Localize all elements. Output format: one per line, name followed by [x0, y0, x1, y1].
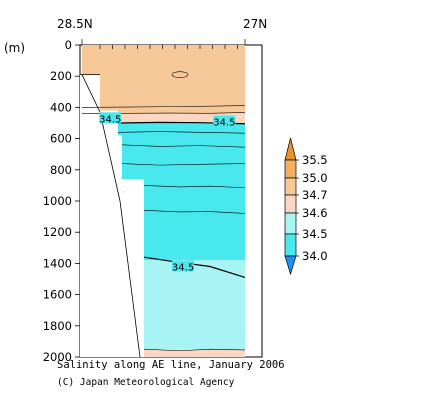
colorbar-bottom-arrow — [284, 255, 297, 276]
top-label-left: 28.5N — [57, 17, 93, 31]
y-tick-label: 1400 — [43, 256, 72, 270]
y-tick-label: 400 — [50, 100, 72, 114]
contour-label-2: 34.5 — [172, 263, 194, 274]
y-tick-label: 200 — [50, 69, 72, 83]
contour-label-bg-1 — [213, 115, 236, 127]
contour-mid-2 — [121, 144, 246, 148]
contour-label-1: 34.5 — [213, 117, 235, 128]
colorbar-segment-0 — [284, 159, 297, 179]
contour-mid-4 — [143, 185, 246, 189]
bottom-topography-line — [81, 74, 141, 358]
band-transition — [82, 113, 245, 123]
y-tick-label: 800 — [50, 163, 72, 177]
contour-label-bg-2 — [172, 260, 195, 272]
contour-mid-5 — [143, 210, 246, 214]
band-surface — [82, 45, 245, 114]
colorbar-label: 34.5 — [302, 227, 328, 241]
contour-mid-1 — [117, 131, 246, 134]
no-data-mask — [80, 74, 144, 357]
contour-bottom — [143, 348, 246, 352]
contour-upper-1 — [81, 105, 246, 108]
colorbar-segment-1 — [284, 177, 297, 196]
colorbar-label: 34.0 — [302, 249, 328, 263]
contour-closed-eddy — [171, 71, 189, 78]
y-tick-label: 1600 — [43, 288, 72, 302]
y-tick-label: 1200 — [43, 225, 72, 239]
colorbar-segment-3 — [284, 212, 297, 235]
contour-label-0: 34.5 — [99, 114, 121, 125]
y-tick-label: 600 — [50, 132, 72, 146]
y-tick-label: 1800 — [43, 319, 72, 333]
colorbar-label: 34.7 — [302, 188, 328, 202]
colorbar-label: 35.0 — [302, 171, 328, 185]
contour-mid-3 — [121, 163, 246, 166]
band-bottom — [82, 349, 245, 357]
chart-title: Salinity along AE line, January 2006 — [57, 359, 285, 371]
colorbar-top-arrow — [284, 137, 297, 161]
colorbar-label: 34.6 — [302, 206, 328, 220]
credit-line: (C) Japan Meteorological Agency — [57, 377, 235, 388]
y-tick-label: 0 — [65, 38, 72, 52]
colorbar-segment-4 — [284, 233, 297, 257]
top-label-right: 27N — [243, 17, 267, 31]
y-tick-label: 2000 — [43, 350, 72, 364]
y-tick-label: 1000 — [43, 194, 72, 208]
contour-label-bg-0 — [99, 112, 122, 124]
colorbar-label: 35.5 — [302, 153, 328, 167]
y-axis-unit: (m) — [4, 41, 25, 55]
colorbar-segment-2 — [284, 194, 297, 214]
